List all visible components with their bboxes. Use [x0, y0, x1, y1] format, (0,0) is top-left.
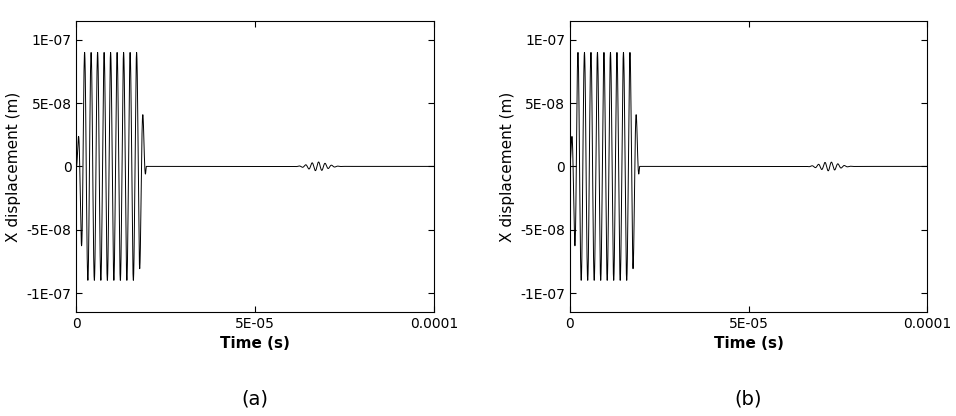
Y-axis label: X displacement (m): X displacement (m) [500, 91, 514, 242]
X-axis label: Time (s): Time (s) [220, 337, 291, 352]
X-axis label: Time (s): Time (s) [713, 337, 784, 352]
Y-axis label: X displacement (m): X displacement (m) [6, 91, 21, 242]
Text: (b): (b) [735, 390, 762, 409]
Text: (a): (a) [242, 390, 269, 409]
